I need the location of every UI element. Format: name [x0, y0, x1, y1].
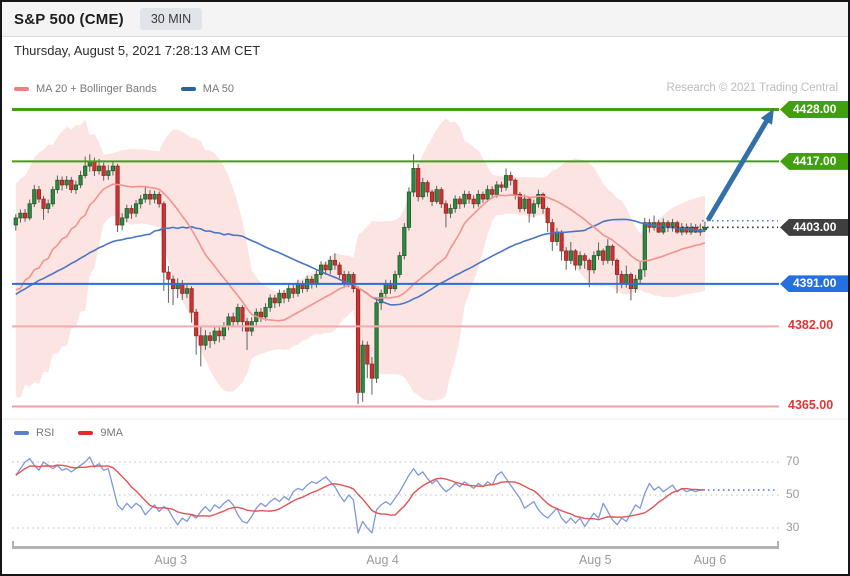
- x-label-aug-4: Aug 4: [366, 553, 399, 567]
- price-tag-4403: 4403.00: [780, 218, 848, 236]
- target-arrow-shaft: [705, 116, 771, 222]
- x-label-aug-6: Aug 6: [693, 553, 727, 567]
- ma50-legend-label: MA 50: [202, 83, 234, 95]
- x-label-aug-3: Aug 3: [154, 553, 188, 567]
- research-watermark: Research © 2021 Trading Central: [666, 82, 838, 94]
- price-tag-4428: 4428.00: [780, 101, 848, 118]
- rsi-legend-label: RSI: [36, 427, 55, 439]
- rsi-ma9-legend-swatch: [78, 431, 94, 435]
- price-tag-4417: 4417.00: [780, 152, 848, 170]
- main-legend: MA 20 + Bollinger Bands MA 50: [14, 83, 234, 95]
- ma20-line: [15, 183, 706, 322]
- rsi-ma9-line: [15, 464, 705, 521]
- rsi-ma9-legend-label: 9MA: [100, 427, 123, 439]
- price-label-4365: 4365.00: [788, 398, 834, 413]
- rsi-level-label-50: 50: [786, 487, 800, 501]
- target-arrow-head: [760, 108, 774, 125]
- bollinger-band-fill: [15, 118, 705, 401]
- ma20-bollinger-legend-label: MA 20 + Bollinger Bands: [36, 83, 157, 95]
- ma20-bollinger-legend-swatch: [14, 87, 29, 91]
- instrument-title: S&P 500 (CME): [14, 10, 124, 28]
- price-label-4382: 4382.00: [788, 318, 834, 333]
- ma50-legend-swatch: [180, 87, 196, 91]
- rsi-legend: RSI 9MA: [14, 427, 123, 439]
- chart-timestamp: Thursday, August 5, 2021 7:28:13 AM CET: [14, 43, 261, 58]
- timeframe-badge[interactable]: 30 MIN: [139, 8, 203, 30]
- price-tag-4391: 4391.00: [780, 275, 848, 293]
- rsi-level-label-30: 30: [786, 520, 800, 534]
- main-pane: [13, 118, 708, 405]
- chart-header: S&P 500 (CME) 30 MIN: [2, 2, 848, 37]
- x-label-aug-5: Aug 5: [578, 553, 612, 567]
- rsi-level-label-70: 70: [786, 454, 800, 468]
- rsi-legend-swatch: [14, 431, 29, 435]
